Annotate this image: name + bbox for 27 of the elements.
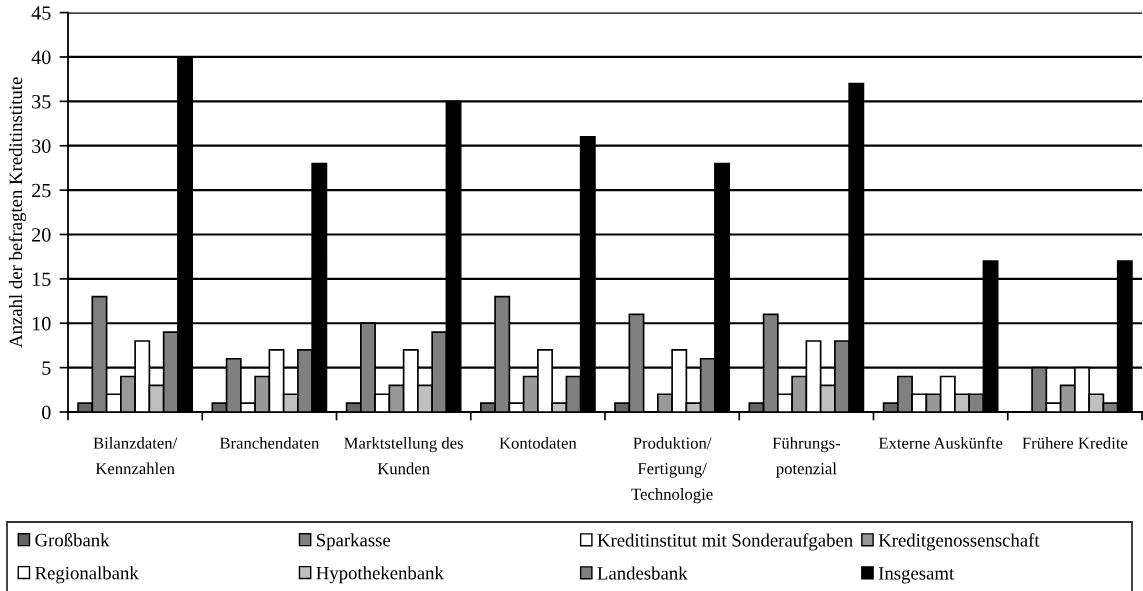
legend-label: Regionalbank [35,566,139,584]
y-tick-label: 15 [32,272,51,287]
legend-label: Landesbank [597,566,688,580]
y-tick-label: 10 [32,316,51,331]
y-tick-label: 25 [32,183,51,198]
y-tick-label: 45 [31,6,51,20]
x-tick-label: Führungs- potenzial [772,437,841,478]
y-tick-label: 30 [32,139,51,153]
x-tick-label: Marktstellung des Kunden [344,437,463,475]
legend-label: Sparkasse [317,533,391,551]
y-tick-label: 35 [32,95,51,109]
x-tick-label: Branchendaten [219,437,320,449]
legend-label: Kreditgenossenschaft [878,533,1040,551]
x-tick-label: Kontodaten [499,437,577,449]
x-tick-label: Externe Auskünfte [878,436,1003,449]
legend-label: Kreditinstitut mit Sonderaufgaben [597,533,853,551]
legend-label: Hypothekenbank [316,566,444,584]
y-axis-title: Anzahl der befragten Kreditinstitute [8,77,26,348]
y-tick-label: 0 [42,405,51,420]
x-tick-label: Frühere Kredite [1022,437,1128,449]
legend-label: Insgesamt [878,567,955,584]
x-tick-label: Bilanzdaten/ Kennzahlen [93,437,178,475]
legend-label: Großbank [35,533,110,547]
y-tick-label: 40 [31,50,51,65]
y-tick-label: 5 [42,361,51,375]
x-tick-label: Produktion/ Fertigung/ Technologie [631,437,713,504]
y-tick-label: 20 [32,228,51,242]
